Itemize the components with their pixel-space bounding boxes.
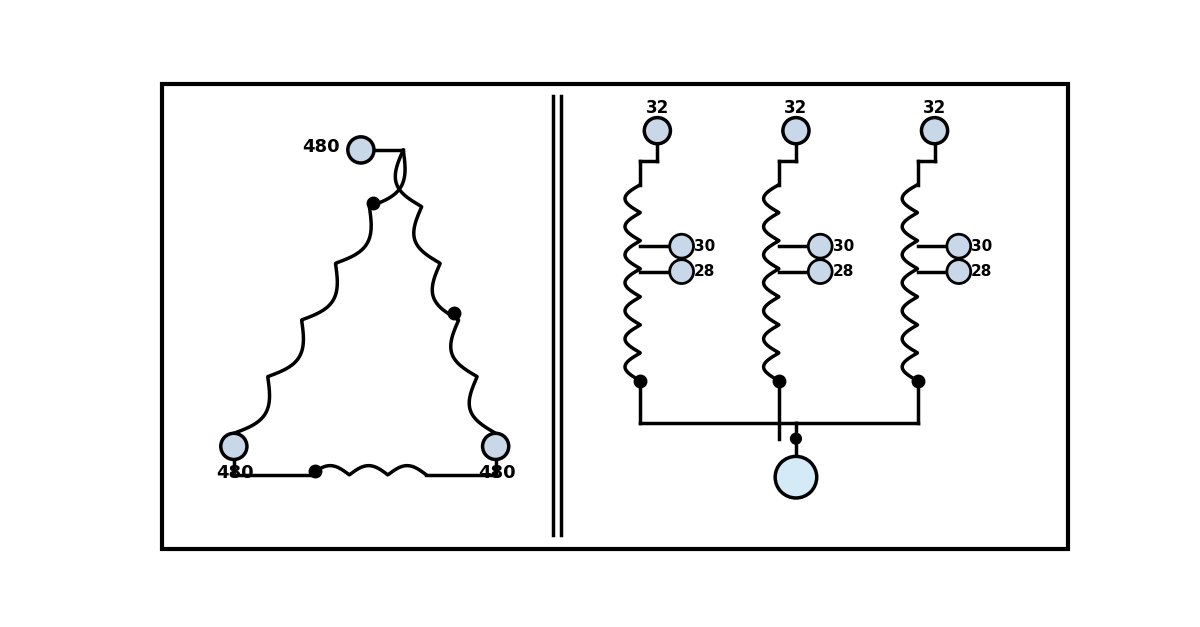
Text: 28: 28 [833, 264, 854, 279]
Circle shape [947, 234, 971, 258]
Text: 30: 30 [833, 239, 854, 254]
Text: 480: 480 [479, 465, 516, 482]
Circle shape [348, 137, 374, 163]
Text: 480: 480 [302, 138, 340, 156]
Circle shape [791, 433, 802, 444]
Circle shape [922, 118, 948, 144]
Text: 28: 28 [971, 264, 992, 279]
Circle shape [221, 433, 247, 460]
Text: 30: 30 [694, 239, 715, 254]
Text: 32: 32 [923, 98, 946, 117]
Text: 32: 32 [785, 98, 808, 117]
Circle shape [482, 433, 509, 460]
Text: 28: 28 [694, 264, 715, 279]
Circle shape [809, 260, 832, 283]
Circle shape [775, 456, 817, 498]
Circle shape [644, 118, 671, 144]
Text: 480: 480 [216, 465, 254, 482]
Circle shape [782, 118, 809, 144]
Circle shape [947, 260, 971, 283]
Circle shape [809, 234, 832, 258]
Circle shape [670, 260, 694, 283]
Text: 32: 32 [646, 98, 668, 117]
Circle shape [670, 234, 694, 258]
Text: N: N [788, 468, 804, 486]
Text: 30: 30 [971, 239, 992, 254]
